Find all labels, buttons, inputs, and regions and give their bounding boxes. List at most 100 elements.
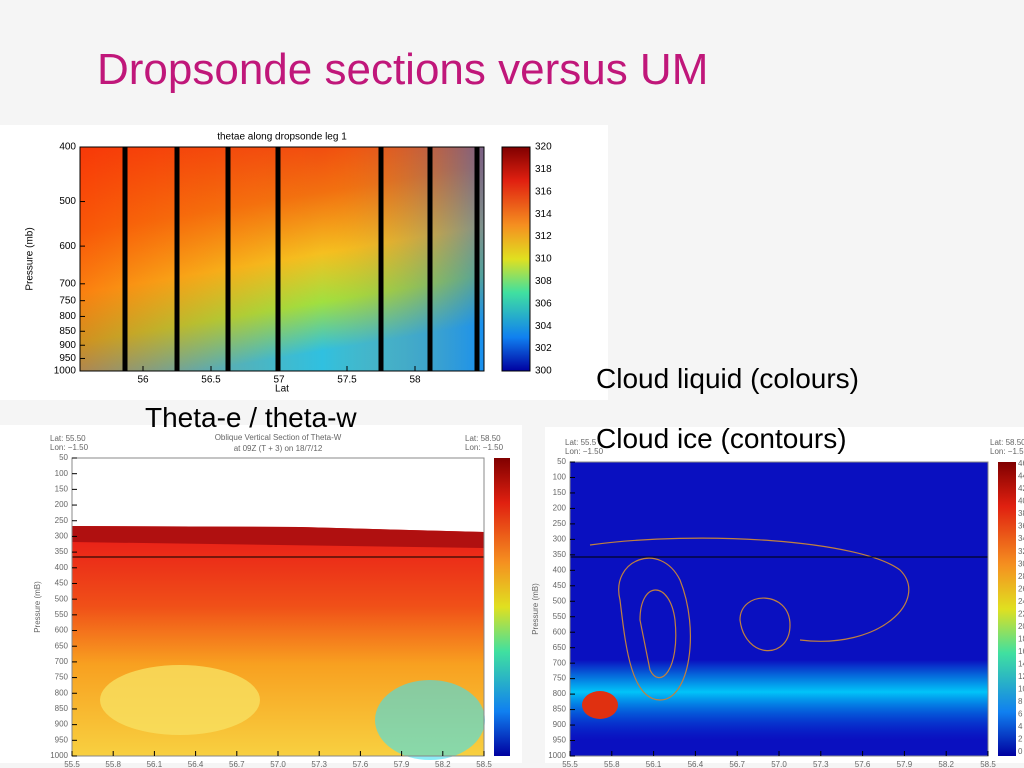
x-tick-label: 56.4 — [188, 760, 204, 768]
colorbar-label: 2 — [1018, 735, 1023, 744]
y-tick-label: 450 — [55, 579, 69, 588]
colorbar-label: 300 — [535, 366, 552, 377]
corner-label: Lon: −1.50 — [50, 443, 89, 452]
colorbar-label: 32 — [1018, 547, 1024, 556]
y-tick-label: 1000 — [50, 751, 68, 760]
y-tick-label: 600 — [59, 241, 76, 252]
x-tick-label: 57 — [273, 375, 285, 386]
y-tick-label: 500 — [55, 594, 69, 603]
corner-label: Lon: −1.50 — [465, 443, 504, 452]
colorbar-label: 16 — [1018, 647, 1024, 656]
x-tick-label: 58.5 — [980, 760, 996, 768]
y-tick-label: 500 — [553, 596, 567, 605]
x-tick-label: 57.3 — [813, 760, 829, 768]
y-tick-label: 50 — [557, 457, 566, 466]
x-tick-label: 57.0 — [270, 760, 286, 768]
x-tick-label: 58 — [409, 375, 421, 386]
y-tick-label: 650 — [553, 643, 567, 652]
x-tick-label: 56.7 — [729, 760, 745, 768]
y-tick-label: 850 — [59, 326, 76, 337]
colorbar-label: 28 — [1018, 572, 1024, 581]
contour-field — [570, 660, 988, 740]
colorbar-label: 318 — [535, 164, 552, 175]
caption: Cloud liquid (colours) — [596, 363, 860, 394]
y-tick-label: 150 — [553, 488, 567, 497]
y-tick-label: 350 — [553, 550, 567, 559]
y-tick-label: 400 — [553, 565, 567, 574]
y-tick-label: 300 — [553, 534, 567, 543]
y-tick-label: 900 — [59, 340, 76, 351]
corner-label: Lon: −1.50 — [990, 447, 1024, 456]
x-tick-label: 58.2 — [435, 760, 451, 768]
x-tick-label: 55.5 — [64, 760, 80, 768]
y-tick-label: 900 — [553, 720, 567, 729]
colorbar-label: 320 — [535, 142, 552, 153]
colorbar-label: 10 — [1018, 685, 1024, 694]
y-tick-label: 550 — [55, 610, 69, 619]
y-tick-label: 950 — [55, 735, 69, 744]
y-tick-label: 100 — [55, 469, 69, 478]
x-tick-label: 58.5 — [476, 760, 492, 768]
y-tick-label: 100 — [553, 473, 567, 482]
corner-label: Lat: 55.50 — [50, 434, 86, 443]
y-tick-label: 300 — [55, 532, 69, 541]
colorbar-label: 4 — [1018, 722, 1023, 731]
x-tick-label: 56.7 — [229, 760, 245, 768]
colorbar-label: 314 — [535, 209, 552, 220]
colorbar-label: 36 — [1018, 522, 1024, 531]
contour-field — [72, 526, 484, 548]
dropsonde-tracks — [122, 147, 480, 371]
colorbar-label: 6 — [1018, 710, 1023, 719]
y-tick-label: 400 — [59, 142, 76, 153]
y-tick-label: 250 — [553, 519, 567, 528]
y-tick-label: 850 — [553, 705, 567, 714]
y-tick-label: 750 — [553, 674, 567, 683]
y-tick-label: 500 — [59, 196, 76, 207]
colorbar-label: 310 — [535, 254, 552, 265]
y-tick-label: 900 — [55, 720, 69, 729]
y-tick-label: 350 — [55, 547, 69, 556]
slide-title: Dropsonde sections versus UM — [97, 45, 709, 94]
corner-label: Lon: −1.50 — [565, 447, 604, 456]
colorbar-label: 30 — [1018, 559, 1024, 568]
y-tick-label: 650 — [55, 641, 69, 650]
plot-frame — [79, 146, 485, 372]
y-tick-label: 950 — [553, 736, 567, 745]
x-tick-label: 57.6 — [353, 760, 369, 768]
x-tick-label: 56.5 — [201, 375, 221, 386]
colorbar-label: 18 — [1018, 634, 1024, 643]
y-tick-label: 50 — [59, 453, 68, 462]
colorbar-label: 42 — [1018, 484, 1024, 493]
colorbar-label: 26 — [1018, 584, 1024, 593]
y-tick-label: 600 — [553, 627, 567, 636]
corner-label: Lat: 55.5 — [565, 438, 597, 447]
caption: Cloud ice (contours) — [596, 423, 847, 454]
contour-field — [582, 691, 618, 719]
y-axis-label: Pressure (mb) — [25, 227, 36, 290]
colorbar-label: 12 — [1018, 672, 1024, 681]
y-tick-label: 1000 — [54, 366, 77, 377]
corner-label: Lat: 58.50 — [465, 434, 501, 443]
colorbar-label: 44 — [1018, 472, 1024, 481]
x-tick-label: 57.3 — [311, 760, 327, 768]
colorbar-label: 302 — [535, 343, 552, 354]
y-axis-label: Pressure (mB) — [531, 583, 540, 635]
colorbar-label: 304 — [535, 321, 552, 332]
colorbar-label: 0 — [1018, 747, 1023, 756]
x-tick-label: 55.8 — [604, 760, 620, 768]
panel-subtitle: at 09Z (T + 3) on 18/7/12 — [234, 444, 323, 453]
y-tick-label: 850 — [55, 704, 69, 713]
y-tick-label: 600 — [55, 626, 69, 635]
colorbar-label: 24 — [1018, 597, 1024, 606]
x-axis-label: Lat — [275, 384, 289, 395]
contour-field — [100, 665, 260, 735]
colorbar — [501, 146, 531, 372]
colorbar-label: 40 — [1018, 497, 1024, 506]
y-tick-label: 750 — [55, 673, 69, 682]
caption: Theta-e / theta-w — [145, 402, 357, 433]
ice-contours — [589, 537, 910, 701]
y-tick-label: 550 — [553, 612, 567, 621]
